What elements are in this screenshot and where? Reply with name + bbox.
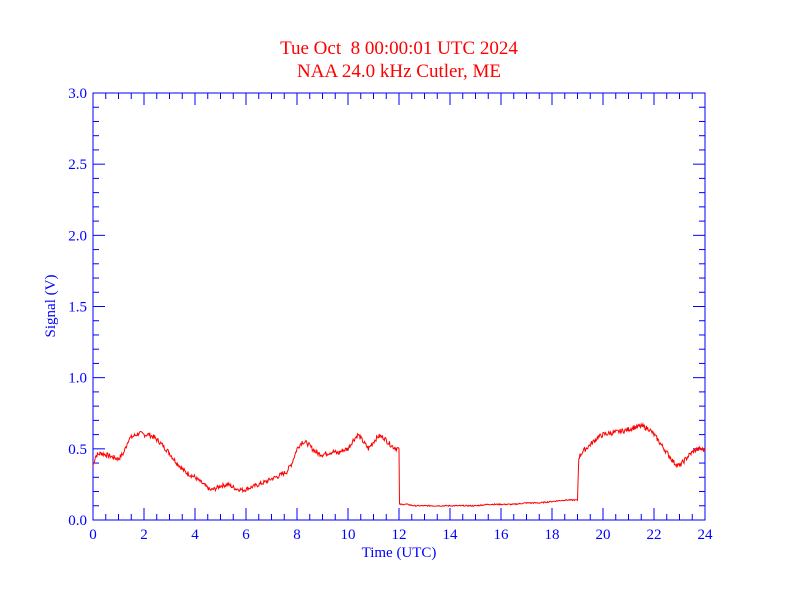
y-tick-label: 1.5: [68, 300, 87, 316]
y-tick-label: 2.0: [68, 228, 87, 244]
x-tick-label: 8: [293, 527, 301, 543]
x-tick-label: 12: [392, 527, 407, 543]
x-tick-label: 14: [443, 527, 459, 543]
x-tick-label: 0: [89, 527, 97, 543]
x-tick-label: 20: [596, 527, 611, 543]
x-tick-label: 24: [698, 527, 714, 543]
x-axis-label: Time (UTC): [362, 545, 437, 561]
x-tick-label: 6: [242, 527, 250, 543]
chart-title: Tue Oct 8 00:00:01 UTC 2024: [280, 38, 518, 59]
axes: 0 2 4 6 8 10 12 14 16 18 20 22 240.00.51.01.52.02.53…: [68, 86, 713, 543]
x-tick-label: 4: [191, 527, 199, 543]
y-tick-label: 2.5: [68, 157, 87, 173]
y-tick-label: 0.0: [68, 513, 87, 529]
x-tick-label: 16: [494, 527, 510, 543]
y-axis-label: Signal (V): [43, 275, 59, 338]
x-tick-label: 22: [647, 527, 662, 543]
chart-subtitle: NAA 24.0 kHz Cutler, ME: [297, 61, 501, 82]
x-tick-label: 2: [140, 527, 148, 543]
series-line: [92, 421, 706, 508]
x-tick-label: 10: [341, 527, 356, 543]
y-tick-label: 1.0: [68, 371, 87, 387]
y-tick-label: 0.5: [68, 442, 87, 458]
plot-series: [92, 421, 706, 508]
x-tick-label: 18: [545, 527, 560, 543]
y-tick-label: 3.0: [68, 86, 87, 102]
